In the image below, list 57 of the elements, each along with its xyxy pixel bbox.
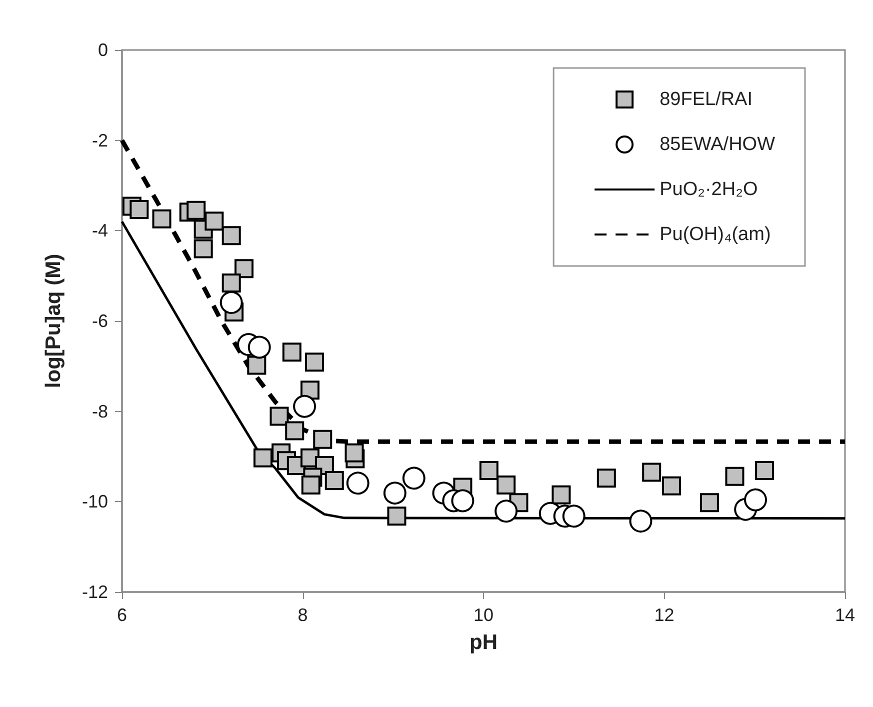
point xyxy=(186,200,206,220)
point xyxy=(293,394,316,418)
point xyxy=(383,482,406,505)
legend-label: PuO₂·2H₂O xyxy=(660,179,758,200)
point xyxy=(222,226,241,246)
point xyxy=(130,200,149,219)
point xyxy=(324,470,344,490)
x-tick-label: 12 xyxy=(654,605,674,625)
point xyxy=(494,500,518,523)
point xyxy=(402,466,426,490)
y-tick-label: -10 xyxy=(82,492,108,512)
y-tick-label: 0 xyxy=(98,40,108,60)
point xyxy=(344,443,364,462)
x-tick-label: 10 xyxy=(473,605,494,625)
y-tick-label: -12 xyxy=(82,582,108,602)
point xyxy=(642,462,662,482)
point xyxy=(248,336,271,359)
point xyxy=(596,468,616,488)
point xyxy=(253,448,272,468)
point xyxy=(346,472,370,495)
x-tick-label: 14 xyxy=(834,605,856,625)
point xyxy=(496,475,516,494)
point xyxy=(152,209,172,228)
point xyxy=(247,356,266,375)
point xyxy=(387,506,406,526)
point xyxy=(755,461,774,480)
x-axis-title: pH xyxy=(470,631,498,654)
legend-label: 85EWA/HOW xyxy=(660,134,776,155)
point xyxy=(313,430,332,449)
point xyxy=(479,461,498,480)
point xyxy=(305,352,324,372)
legend-label: Pu(OH)₄(am) xyxy=(660,224,771,245)
point xyxy=(222,274,241,293)
point xyxy=(562,504,586,528)
point xyxy=(194,239,213,258)
x-tick-label: 6 xyxy=(116,605,128,625)
point xyxy=(629,510,652,533)
y-tick-label: -2 xyxy=(92,130,108,150)
y-axis-title: log[Pu]aq (M) xyxy=(42,254,65,388)
y-tick-label: -4 xyxy=(92,220,108,241)
point xyxy=(282,342,302,362)
point xyxy=(662,476,681,496)
point xyxy=(204,212,224,231)
point xyxy=(552,485,571,504)
legend-label: 89FEL/RAI xyxy=(660,89,753,110)
x-tick-label: 8 xyxy=(298,605,308,625)
point xyxy=(220,290,243,314)
point xyxy=(451,489,474,512)
y-tick-label: -6 xyxy=(92,311,108,331)
point xyxy=(301,475,320,494)
point xyxy=(285,421,304,440)
point xyxy=(744,488,768,512)
point xyxy=(700,493,719,512)
point xyxy=(270,406,289,426)
y-tick-label: -8 xyxy=(92,401,108,422)
point xyxy=(234,259,254,278)
point xyxy=(725,466,744,486)
